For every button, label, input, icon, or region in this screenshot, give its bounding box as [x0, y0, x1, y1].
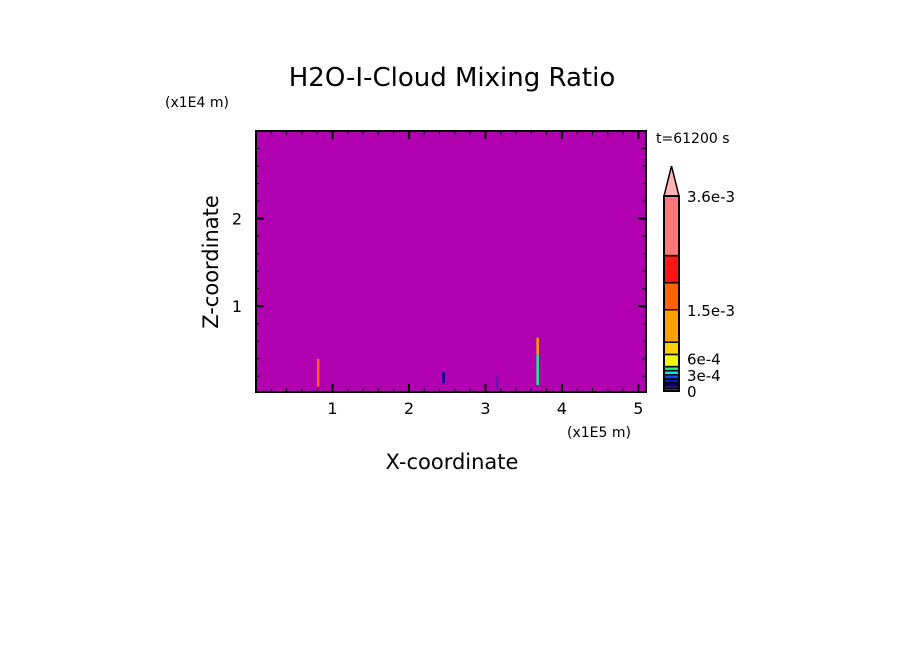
- colorbar-tick-label: 6e-4: [687, 351, 721, 369]
- y-unit-label: (x1E4 m): [165, 95, 229, 111]
- y-tick-label: 2: [232, 210, 242, 229]
- x-unit-label: (x1E5 m): [567, 425, 631, 441]
- field-background: [256, 131, 646, 392]
- x-tick-label: 1: [327, 399, 337, 418]
- colorbar-tick-label: 1.5e-3: [687, 302, 735, 320]
- plot-area: 1 2 3 4 5 1 2: [232, 130, 647, 418]
- colorbar-frame: [663, 195, 680, 392]
- x-tick-label: 4: [557, 399, 567, 418]
- colorbar-tick-label: 3.6e-3: [687, 188, 735, 206]
- colorbar-band: [663, 341, 680, 356]
- cloud-column: [316, 358, 320, 387]
- y-axis-label: Z-coordinate: [199, 195, 223, 329]
- colorbar-band: [663, 353, 680, 368]
- colorbar-band: [663, 309, 680, 343]
- x-tick-label: 5: [633, 399, 643, 418]
- x-tick-label: 3: [480, 399, 490, 418]
- colorbar-band: [663, 281, 680, 311]
- plot-frame: [255, 130, 647, 393]
- chart-title: H2O-I-Cloud Mixing Ratio: [289, 63, 616, 93]
- cloud-column: [536, 337, 539, 355]
- colorbar-tick-label: 3e-4: [687, 367, 721, 385]
- cloud-column: [495, 376, 499, 390]
- x-axis-label: X-coordinate: [386, 450, 519, 474]
- time-label: t=61200 s: [656, 131, 730, 147]
- y-tick-label: 1: [232, 297, 242, 316]
- colorbar-over-triangle: [663, 165, 680, 197]
- colorbar: 03e-46e-4 1.5e-3 3.6e-3: [663, 165, 735, 401]
- colorbar-band: [663, 254, 680, 284]
- x-tick-label: 2: [404, 399, 414, 418]
- cloud-column: [536, 354, 539, 385]
- cloud-column: [442, 371, 445, 384]
- colorbar-band: [663, 195, 680, 257]
- colorbar-tick-label: 0: [687, 383, 697, 401]
